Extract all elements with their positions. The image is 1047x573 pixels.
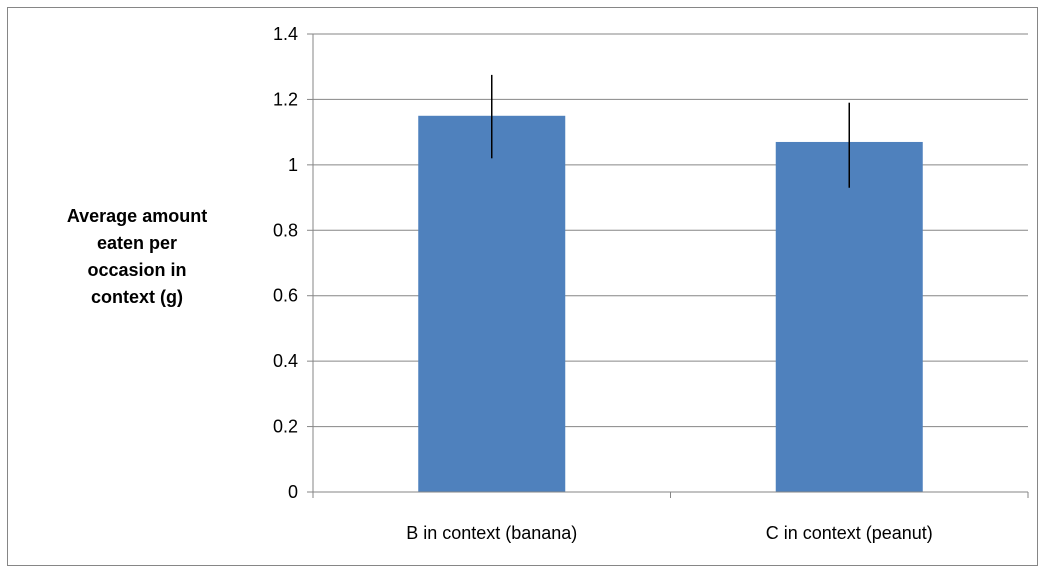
y-axis-title-line: context (g): [91, 287, 183, 307]
y-tick-label: 0.6: [273, 286, 298, 306]
y-tick-label: 1.2: [273, 89, 298, 109]
bars: [418, 115, 923, 493]
y-axis-title-line: occasion in: [87, 260, 186, 280]
x-tick-label: C in context (peanut): [766, 523, 933, 543]
y-tick-label: 1: [288, 155, 298, 175]
y-axis-title-line: eaten per: [97, 233, 177, 253]
x-tick-label: B in context (banana): [406, 523, 577, 543]
y-axis-title-line: Average amount: [67, 206, 207, 226]
y-tick-label: 0.2: [273, 417, 298, 437]
bar: [775, 141, 923, 492]
axes: [307, 33, 1029, 498]
y-tick-label: 0.4: [273, 351, 298, 371]
y-tick-label: 0.8: [273, 220, 298, 240]
y-axis-title: Average amount eaten per occasion in contex…: [67, 206, 207, 307]
y-tick-label: 0: [288, 482, 298, 502]
y-tick-label: 1.4: [273, 24, 298, 44]
x-tick-labels: B in context (banana) C in context (peanu…: [406, 523, 933, 543]
y-tick-labels: 0 0.2 0.4 0.6 0.8 1 1.2 1.4: [273, 24, 298, 502]
error-bars: [491, 74, 850, 188]
bar: [418, 115, 566, 493]
